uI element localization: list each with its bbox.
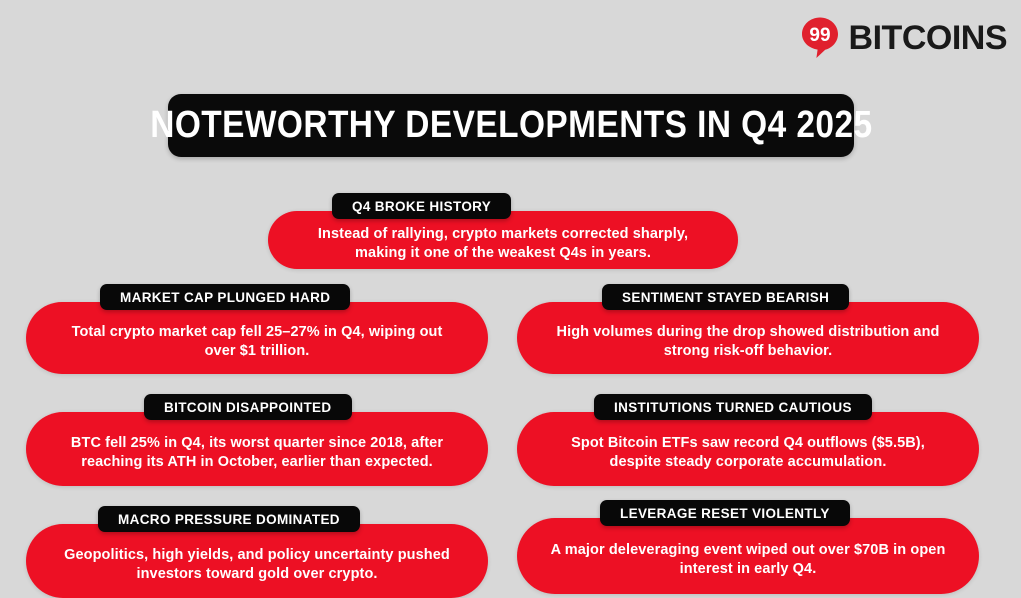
card-label-text: INSTITUTIONS TURNED CAUTIOUS — [614, 399, 852, 415]
page-title-text: NOTEWORTHY DEVELOPMENTS IN Q4 2025 — [149, 104, 873, 146]
card-body-text: High volumes during the drop showed dist… — [556, 323, 940, 359]
card-label: INSTITUTIONS TURNED CAUTIOUS — [594, 394, 872, 420]
card-body-text: Total crypto market cap fell 25–27% in Q… — [71, 323, 443, 359]
card-body-text: Spot Bitcoin ETFs saw record Q4 outflows… — [571, 434, 925, 470]
card-body: BTC fell 25% in Q4, its worst quarter si… — [26, 412, 488, 486]
card-label: MACRO PRESSURE DOMINATED — [98, 506, 360, 532]
card-body: Total crypto market cap fell 25–27% in Q… — [26, 302, 488, 374]
card-body-text: BTC fell 25% in Q4, its worst quarter si… — [70, 434, 444, 470]
page-title: NOTEWORTHY DEVELOPMENTS IN Q4 2025 — [150, 94, 872, 157]
card-body: Spot Bitcoin ETFs saw record Q4 outflows… — [517, 412, 979, 486]
card-label-text: LEVERAGE RESET VIOLENTLY — [620, 505, 830, 521]
card-label: Q4 BROKE HISTORY — [332, 193, 512, 219]
card-body: Instead of rallying, crypto markets corr… — [268, 211, 738, 269]
card-body-text: A major deleveraging event wiped out ove… — [550, 541, 946, 577]
card-body: A major deleveraging event wiped out ove… — [517, 518, 979, 594]
svg-text:99: 99 — [809, 25, 830, 46]
card-label: LEVERAGE RESET VIOLENTLY — [600, 500, 850, 526]
card-label-text: BITCOIN DISAPPOINTED — [164, 399, 332, 415]
card-label: MARKET CAP PLUNGED HARD — [100, 284, 351, 310]
card-label-text: MARKET CAP PLUNGED HARD — [120, 289, 331, 305]
brand-wordmark: BITCOINS — [848, 18, 1008, 57]
card-body-text: Geopolitics, high yields, and policy unc… — [64, 546, 450, 582]
card-body: Geopolitics, high yields, and policy unc… — [26, 524, 488, 598]
card-label-text: Q4 BROKE HISTORY — [352, 198, 492, 214]
speech-bubble-99-icon: 99 — [800, 16, 840, 59]
card-label-text: MACRO PRESSURE DOMINATED — [118, 511, 340, 527]
card-body-text: Instead of rallying, crypto markets corr… — [317, 225, 689, 261]
card-label: SENTIMENT STAYED BEARISH — [602, 284, 850, 310]
card-body: High volumes during the drop showed dist… — [517, 302, 979, 374]
card-label-text: SENTIMENT STAYED BEARISH — [622, 289, 830, 305]
card-label: BITCOIN DISAPPOINTED — [144, 394, 352, 420]
brand-logo: 99 BITCOINS — [800, 16, 1008, 59]
